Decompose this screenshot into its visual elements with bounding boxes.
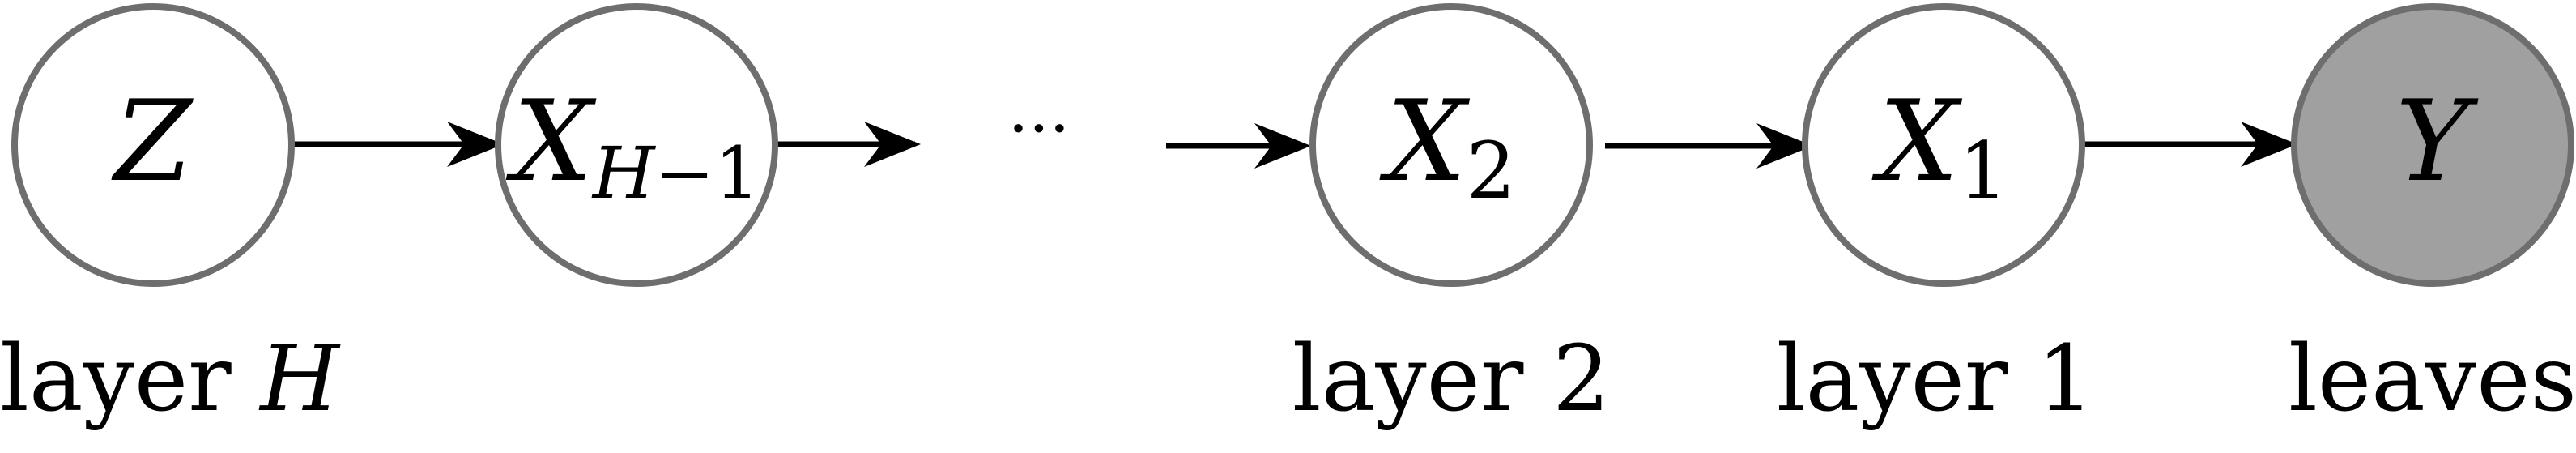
node-y-symbol: Y: [2395, 76, 2479, 207]
node-z-symbol: Z: [111, 76, 194, 207]
node-x1-subscript: 1: [1959, 126, 2008, 216]
node-x-h-minus-1: XH−1: [495, 3, 778, 287]
label-layer-h-var: H: [258, 327, 341, 432]
node-x1: X1: [1802, 3, 2085, 287]
ellipsis: ···: [1008, 91, 1070, 166]
node-xh1-subscript-letter: H: [591, 131, 657, 215]
svg-text:X1: X1: [1871, 76, 2008, 216]
label-layer-h-prefix: layer: [0, 327, 260, 432]
svg-text:X2: X2: [1379, 76, 1515, 216]
node-x2-subscript: 2: [1467, 126, 1516, 216]
label-leaves: leaves: [2289, 327, 2576, 432]
svg-text:XH−1: XH−1: [506, 76, 760, 215]
node-xh1-subscript-rest: −1: [655, 131, 760, 215]
label-layer-h: layer H: [0, 327, 341, 432]
node-x2-symbol: X: [1379, 76, 1470, 207]
node-x2: X2: [1309, 3, 1593, 287]
label-layer-1: layer 1: [1777, 327, 2095, 432]
label-layer-2: layer 2: [1292, 327, 1611, 432]
node-x1-symbol: X: [1871, 76, 1962, 207]
node-y-observed: Y: [2291, 3, 2574, 287]
node-z: Z: [11, 3, 295, 287]
node-xh1-symbol: X: [506, 76, 597, 207]
